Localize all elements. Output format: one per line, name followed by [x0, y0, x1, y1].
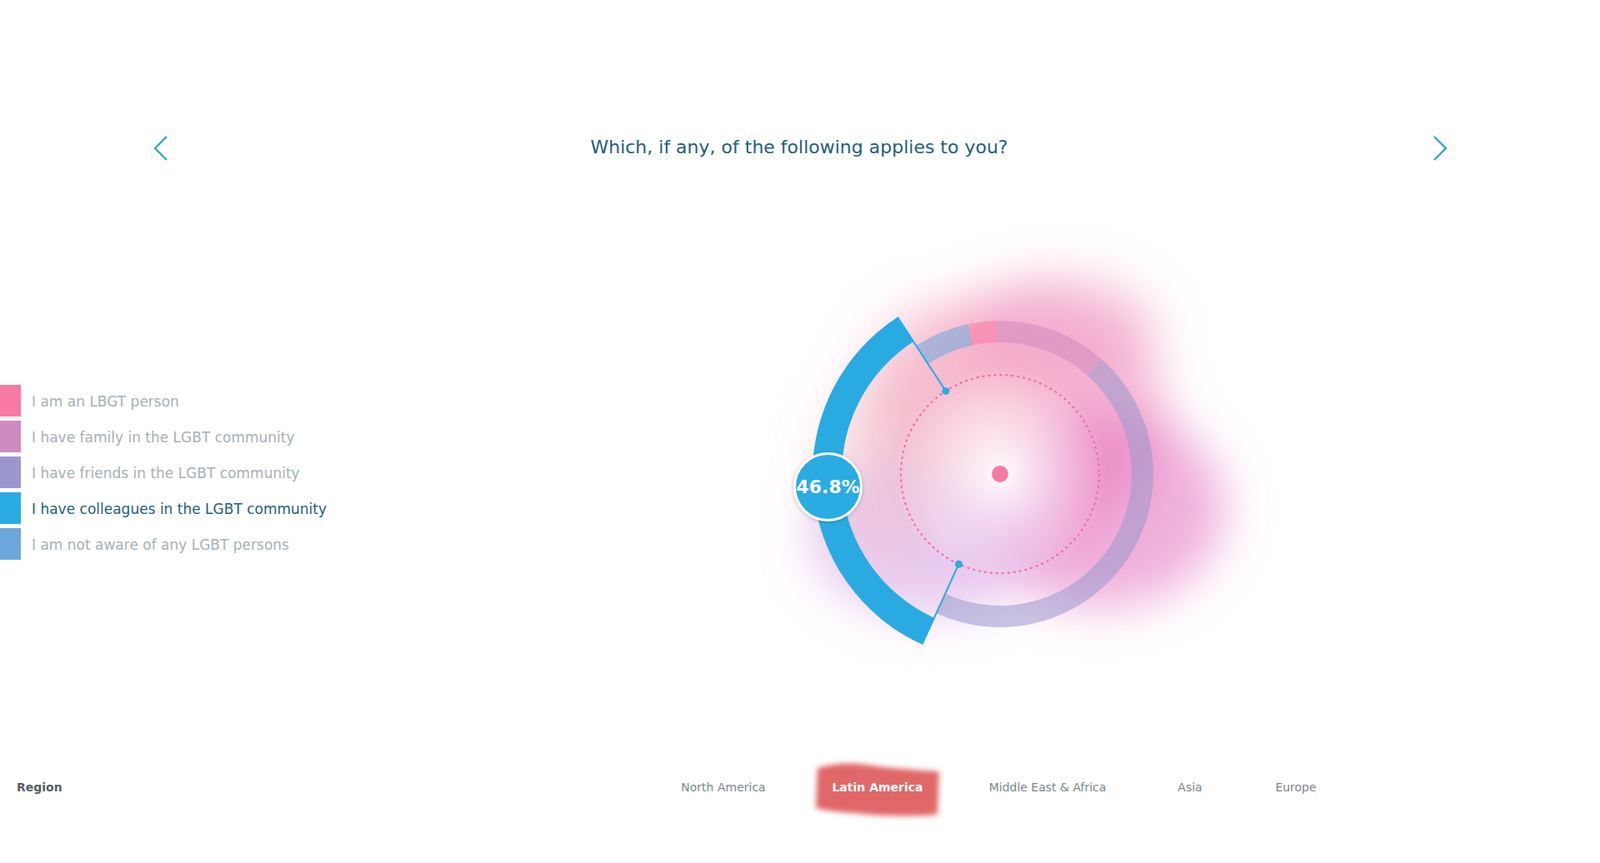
next-arrow[interactable] [1434, 136, 1446, 160]
legend-label: I am an LBGT person [31, 393, 180, 410]
legend-swatch[interactable] [0, 420, 21, 453]
legend-swatch[interactable] [0, 492, 21, 525]
arc[interactable] [935, 359, 1154, 628]
filter-option[interactable]: Europe [1275, 780, 1316, 795]
selected-brush [815, 763, 940, 816]
pointer-dot [941, 387, 950, 395]
arc[interactable] [968, 320, 998, 345]
filter-option[interactable]: Latin America [831, 780, 923, 795]
arc[interactable] [997, 320, 1102, 376]
center-dot [991, 465, 1009, 483]
canvas: Which, if any, of the following applies … [0, 0, 1600, 863]
legend-swatch[interactable] [0, 528, 21, 560]
legend-label: I am not aware of any LGBT persons [31, 536, 290, 554]
filter-option[interactable]: Middle East & Africa [989, 780, 1107, 795]
legend-label: I have friends in the LGBT community [31, 465, 300, 482]
filter-option[interactable]: North America [680, 780, 765, 795]
legend-swatch[interactable] [0, 385, 21, 417]
pointer-dot [955, 560, 963, 569]
pointer-line [921, 564, 959, 645]
arcs [812, 317, 1154, 645]
data-label: 46.8% [795, 476, 860, 498]
filter-label: Region [16, 780, 63, 795]
prev-arrow[interactable] [155, 136, 167, 160]
legend: I am an LBGT person I have family in the … [0, 385, 327, 560]
legend-swatch[interactable] [0, 456, 21, 489]
legend-label: I have colleagues in the LGBT community [31, 500, 327, 518]
inner-circle [900, 375, 1100, 574]
center-glow [891, 365, 1109, 583]
pointer-line [897, 317, 946, 392]
legend-label: I have family in the LGBT community [31, 429, 295, 446]
title: Which, if any, of the following applies … [590, 136, 1008, 158]
filter-option[interactable]: Asia [1177, 780, 1202, 795]
watercolor-background [808, 275, 1225, 617]
value-bubble [795, 453, 862, 520]
